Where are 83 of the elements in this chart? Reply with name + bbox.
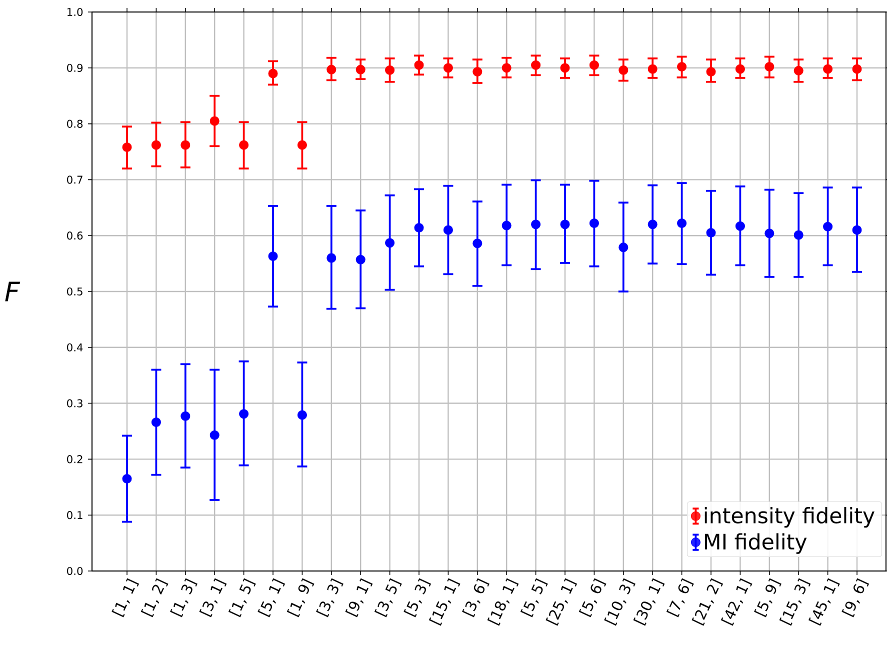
legend-label: MI fidelity bbox=[704, 533, 807, 554]
point bbox=[852, 225, 862, 235]
x-tick-label: [3, 1] bbox=[199, 578, 227, 618]
point bbox=[385, 65, 395, 75]
point bbox=[560, 63, 570, 73]
point bbox=[385, 238, 395, 248]
y-tick-label: 0.8 bbox=[67, 120, 83, 128]
point bbox=[151, 140, 161, 150]
point bbox=[502, 220, 512, 230]
x-tick-label: [1, 2] bbox=[140, 578, 168, 618]
x-tick-label: [5, 3] bbox=[404, 578, 432, 618]
point bbox=[268, 252, 278, 262]
point bbox=[210, 116, 220, 126]
x-tick-label: [5, 5] bbox=[520, 578, 548, 618]
point bbox=[239, 409, 249, 419]
x-tick-label: [5, 9] bbox=[754, 578, 782, 618]
x-tick-label: [9, 1] bbox=[345, 578, 373, 618]
point bbox=[443, 63, 453, 73]
point bbox=[414, 60, 424, 70]
point bbox=[794, 66, 804, 76]
point bbox=[531, 220, 541, 230]
y-tick-label: 0.3 bbox=[67, 399, 82, 408]
y-tick-label: 0.0 bbox=[67, 566, 83, 576]
point bbox=[823, 222, 833, 232]
point bbox=[735, 221, 745, 231]
point bbox=[677, 62, 687, 72]
point bbox=[151, 418, 161, 428]
point bbox=[764, 62, 774, 72]
x-tick-label: [5, 1] bbox=[258, 578, 286, 618]
x-tick-label: [1, 1] bbox=[112, 578, 140, 618]
point bbox=[414, 222, 424, 233]
y-tick-label: 0.9 bbox=[67, 64, 83, 72]
y-tick-label: 0.7 bbox=[67, 176, 82, 184]
point bbox=[180, 140, 190, 150]
point bbox=[472, 67, 482, 77]
y-tick-label: 1.0 bbox=[68, 8, 83, 16]
point bbox=[852, 64, 862, 74]
x-tick-label: [1, 9] bbox=[286, 578, 314, 618]
point bbox=[472, 238, 482, 248]
y-tick-label: 0.6 bbox=[67, 232, 83, 240]
point bbox=[735, 64, 745, 74]
point bbox=[326, 253, 336, 263]
x-tick-label: [1, 5] bbox=[228, 578, 256, 618]
x-tick-label: [5, 6] bbox=[578, 578, 606, 618]
point bbox=[589, 60, 599, 70]
point bbox=[823, 64, 833, 74]
x-tick-label: [3, 5] bbox=[374, 578, 402, 618]
point bbox=[706, 67, 716, 77]
y-tick-label: 0.2 bbox=[67, 455, 82, 464]
x-tick-label: [1, 3] bbox=[170, 578, 198, 618]
point bbox=[502, 63, 512, 73]
point bbox=[648, 220, 658, 230]
point bbox=[764, 228, 774, 238]
y-tick-label: 0.5 bbox=[67, 287, 82, 296]
point bbox=[706, 228, 716, 238]
legend-label: intensity fidelity bbox=[704, 507, 874, 528]
x-tick-label: [3, 3] bbox=[316, 578, 344, 618]
y-tick-label: 0.1 bbox=[67, 511, 82, 520]
y-axis-title: F bbox=[5, 282, 20, 302]
point bbox=[794, 230, 804, 240]
point bbox=[326, 64, 336, 74]
point bbox=[648, 64, 658, 74]
point bbox=[677, 218, 687, 228]
y-tick-label: 0.4 bbox=[67, 343, 83, 352]
point bbox=[297, 140, 307, 150]
point bbox=[531, 60, 541, 70]
point bbox=[297, 410, 307, 420]
x-tick-label: [9, 6] bbox=[842, 578, 870, 618]
point bbox=[122, 142, 132, 152]
x-tick-label: [3, 6] bbox=[462, 578, 490, 618]
point bbox=[618, 65, 628, 75]
point bbox=[356, 64, 366, 74]
point bbox=[180, 411, 190, 421]
point bbox=[560, 220, 570, 230]
point bbox=[268, 68, 278, 78]
point bbox=[443, 225, 453, 235]
point bbox=[122, 474, 132, 484]
point bbox=[589, 218, 599, 228]
point bbox=[356, 254, 366, 264]
point bbox=[210, 430, 220, 440]
point bbox=[618, 242, 628, 252]
x-tick-label: [7, 6] bbox=[666, 578, 694, 618]
point bbox=[239, 140, 249, 150]
